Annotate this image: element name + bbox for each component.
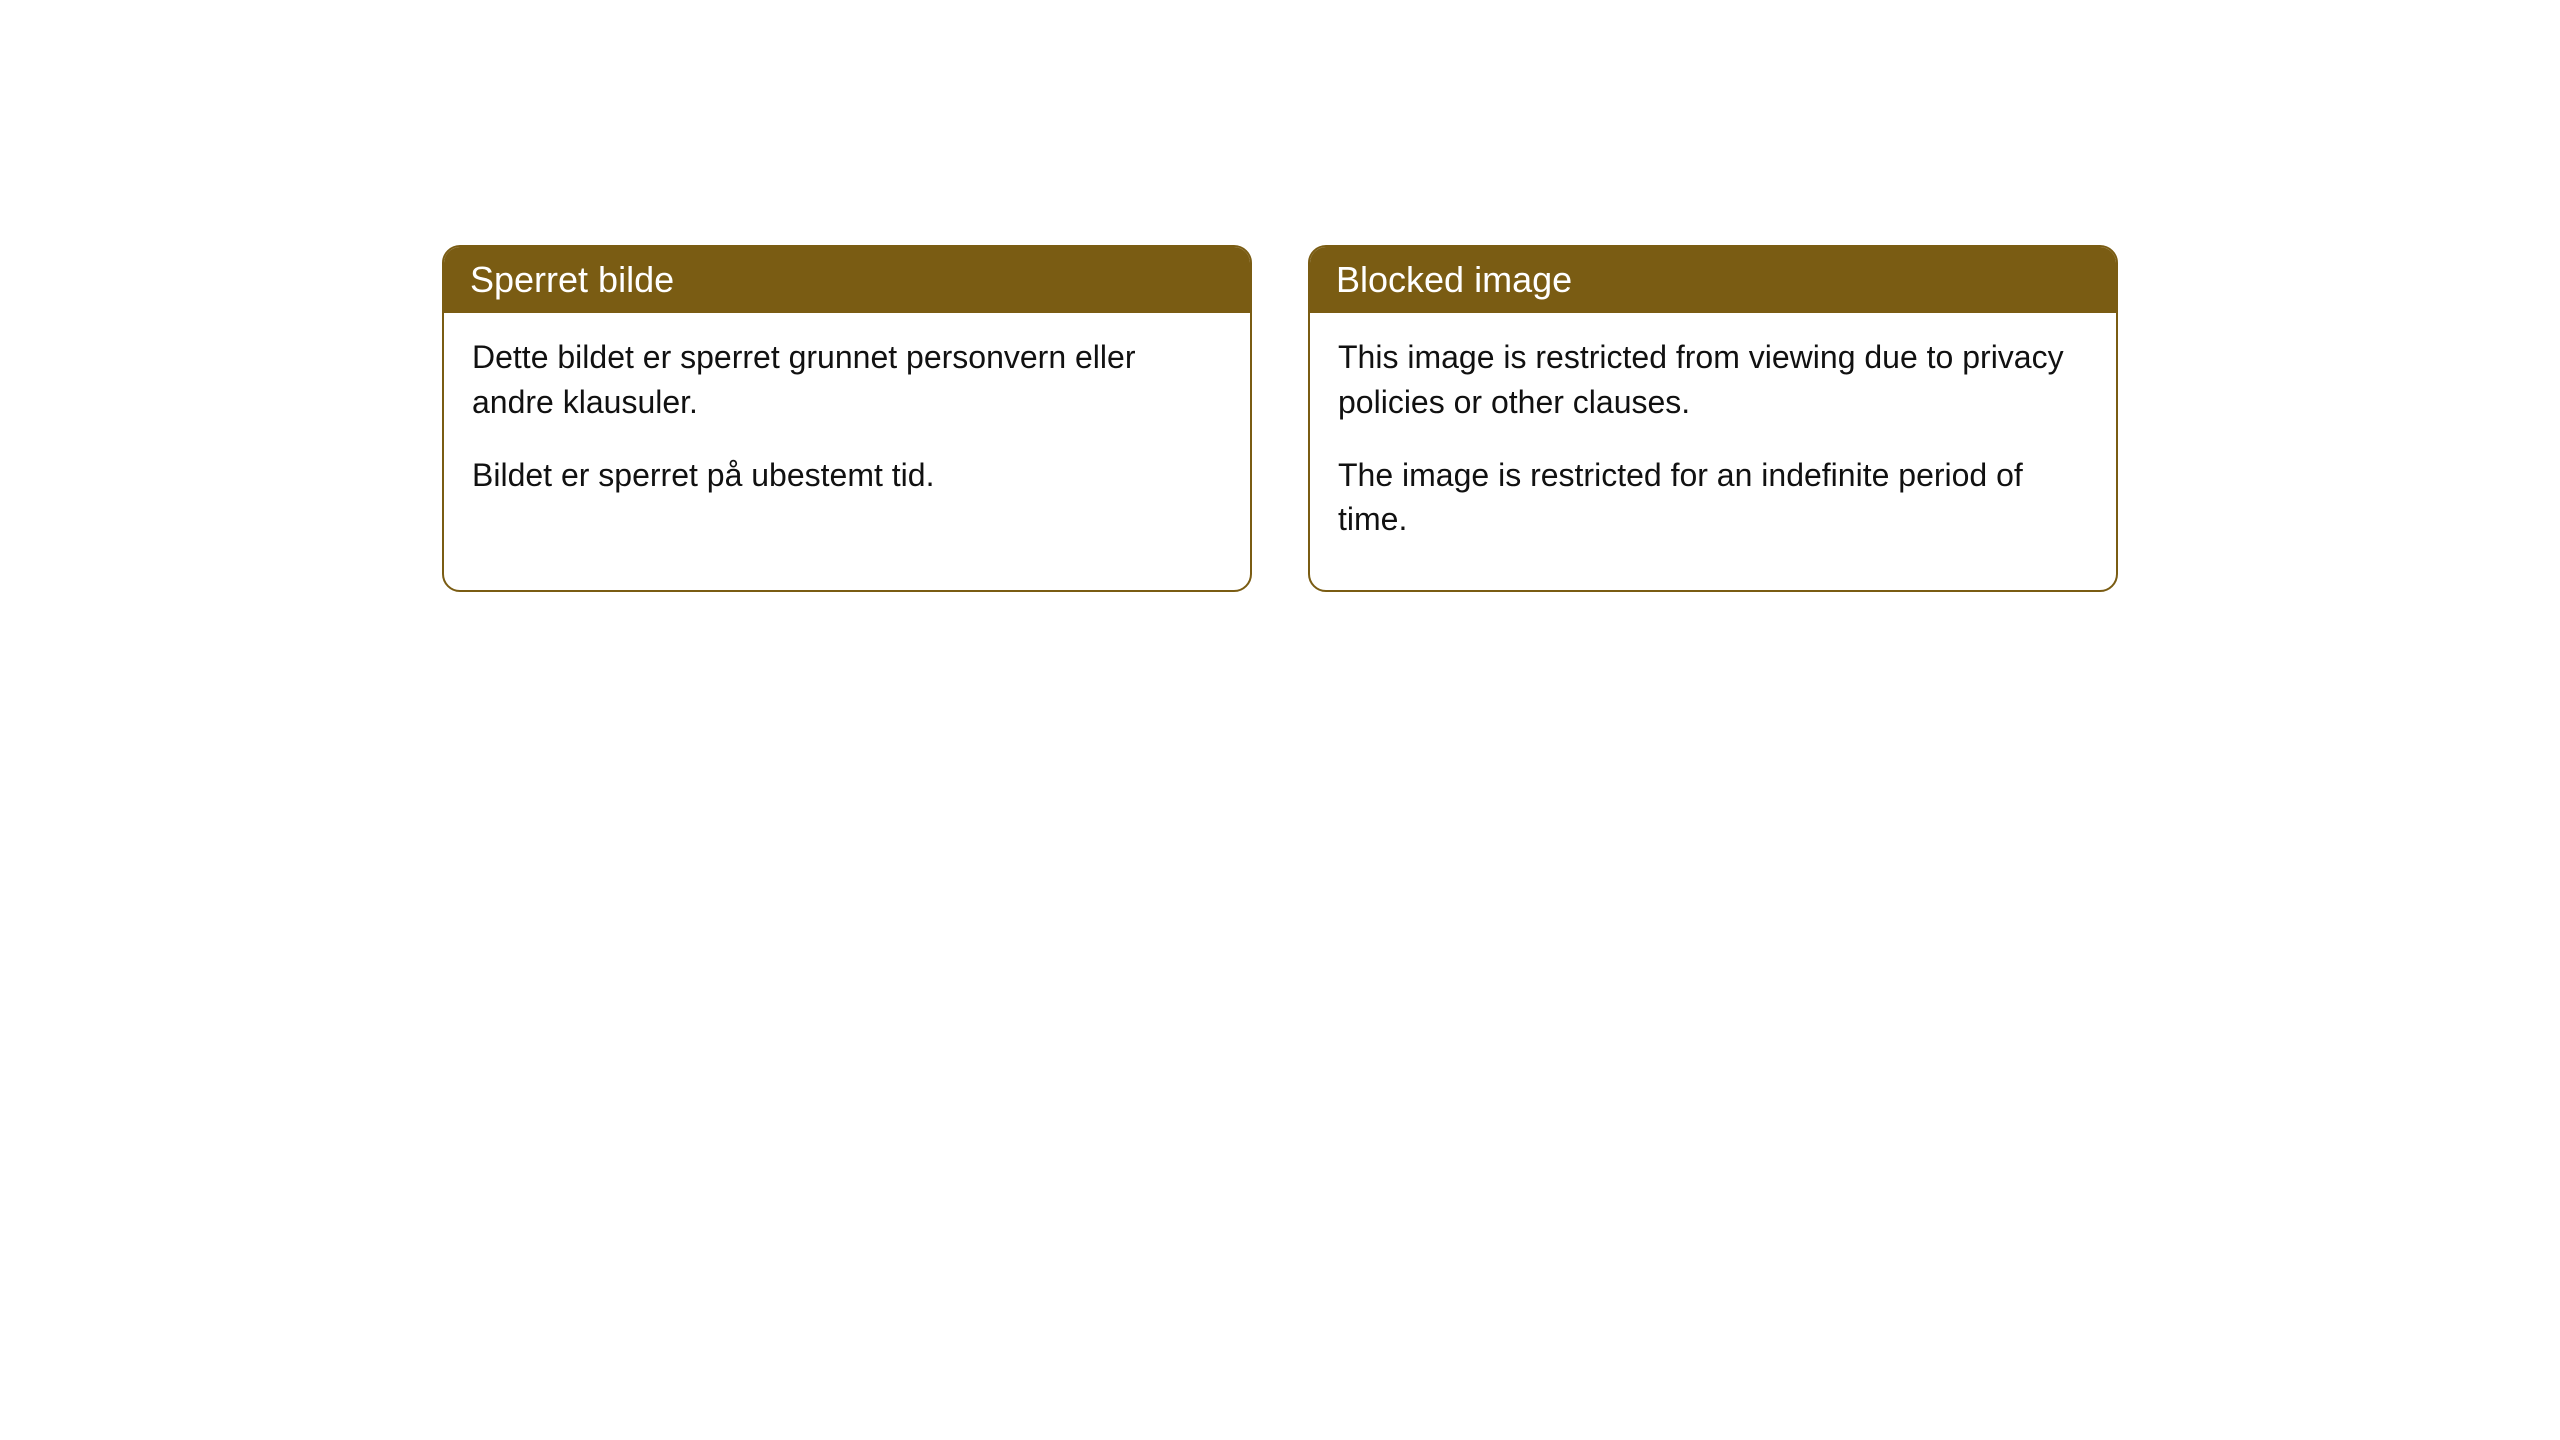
card-body-norwegian: Dette bildet er sperret grunnet personve…: [444, 313, 1250, 545]
card-paragraph-1: This image is restricted from viewing du…: [1338, 335, 2088, 425]
card-header-english: Blocked image: [1310, 247, 2116, 313]
blocked-image-card-english: Blocked image This image is restricted f…: [1308, 245, 2118, 592]
card-title: Blocked image: [1336, 259, 1572, 300]
card-body-english: This image is restricted from viewing du…: [1310, 313, 2116, 590]
cards-container: Sperret bilde Dette bildet er sperret gr…: [442, 245, 2118, 592]
card-header-norwegian: Sperret bilde: [444, 247, 1250, 313]
card-paragraph-2: Bildet er sperret på ubestemt tid.: [472, 453, 1222, 498]
blocked-image-card-norwegian: Sperret bilde Dette bildet er sperret gr…: [442, 245, 1252, 592]
card-title: Sperret bilde: [470, 259, 674, 300]
card-paragraph-1: Dette bildet er sperret grunnet personve…: [472, 335, 1222, 425]
card-paragraph-2: The image is restricted for an indefinit…: [1338, 453, 2088, 543]
